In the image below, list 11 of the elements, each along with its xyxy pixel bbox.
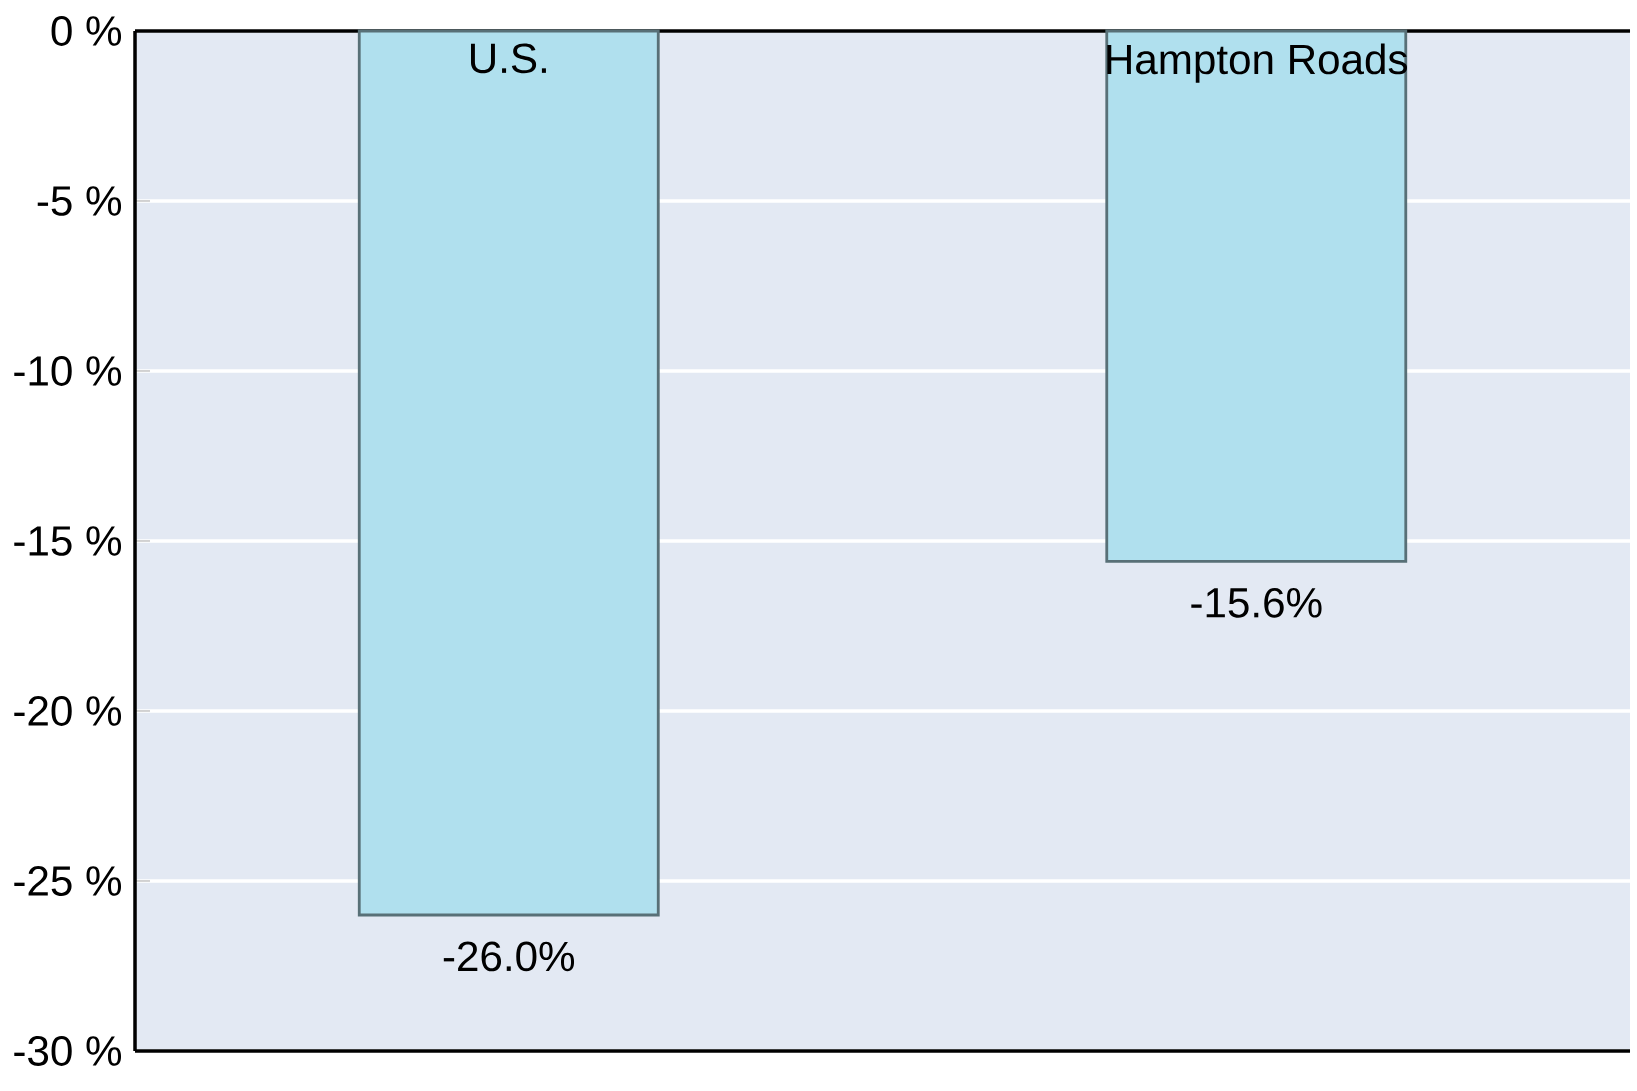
y-tick-label: -10 % xyxy=(14,356,122,386)
y-tick-label: 0 % xyxy=(51,16,122,46)
x-tick-label: Hampton Roads xyxy=(1107,43,1408,83)
y-tick-label: -20 % xyxy=(14,696,122,726)
x-tick-label: U.S. xyxy=(471,43,546,74)
y-tick-label: -25 % xyxy=(14,866,122,896)
y-tick-label: -15 % xyxy=(14,526,122,556)
data-label: -26.0% xyxy=(443,941,575,972)
y-tick-label: -5 % xyxy=(37,186,122,216)
data-label: -15.6% xyxy=(1191,587,1322,618)
y-tick-label: -30 % xyxy=(14,1036,122,1066)
